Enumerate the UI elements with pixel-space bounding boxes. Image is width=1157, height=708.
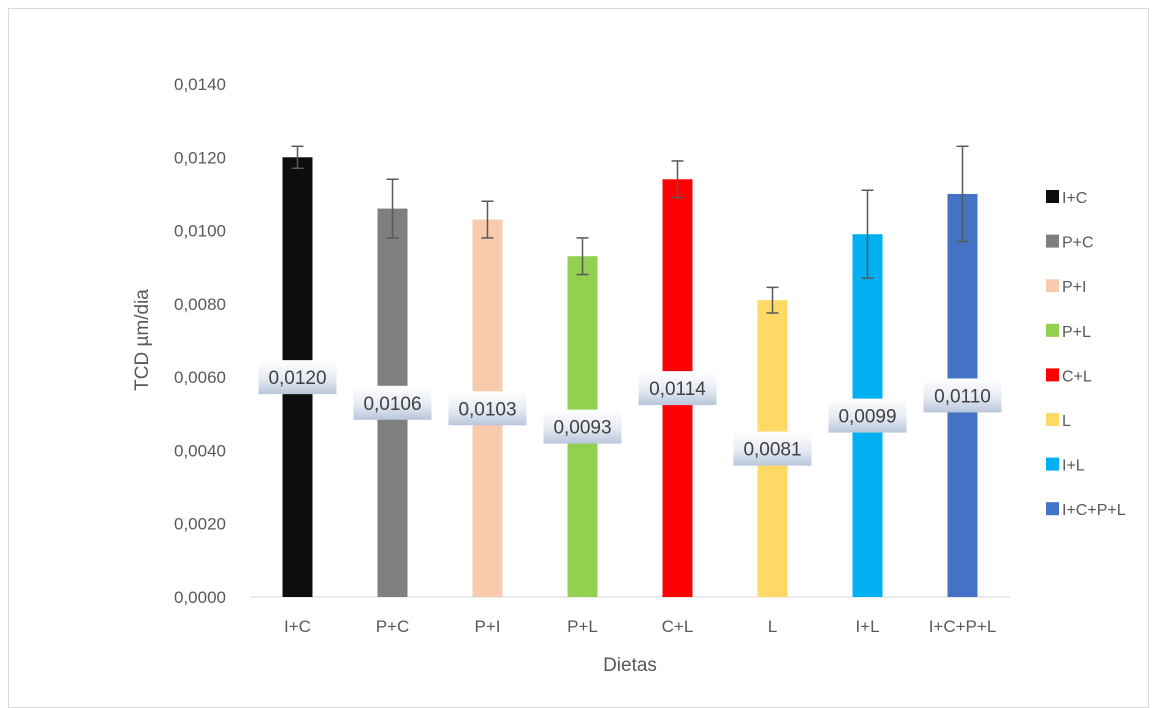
error-bar: [291, 145, 304, 170]
x-tick-label: L: [768, 617, 777, 636]
y-tick-label: 0,0060: [174, 368, 226, 387]
error-bar: [861, 189, 874, 279]
data-label-box: [733, 431, 812, 466]
legend-item: I+C+P+L: [1046, 502, 1126, 519]
x-axis: I+C P+C P+I P+L C+L L I+L I+C+P+L: [250, 596, 1010, 636]
x-tick-label: P+I: [475, 617, 501, 636]
legend-label: P+L: [1062, 324, 1091, 341]
data-labels: 0,0120 0,0106 0,0103 0,0093 0,0114 0,0081 0,00…: [258, 360, 1002, 466]
legend-swatch: [1046, 502, 1059, 516]
legend-label: P+C: [1062, 235, 1094, 252]
data-label-text: 0,0120: [268, 368, 326, 389]
bar-chart: 0,0000 0,0020 0,0040 0,0060 0,0080 0,0100 0,01…: [132, 75, 1126, 676]
y-tick-label: 0,0040: [174, 441, 226, 460]
legend-label: P+I: [1062, 279, 1086, 296]
error-bar: [956, 145, 969, 243]
y-tick-label: 0,0020: [174, 515, 226, 534]
legend-label: I+C+P+L: [1062, 502, 1126, 519]
legend-item: P+L: [1046, 323, 1091, 341]
legend-item: I+L: [1046, 457, 1085, 475]
x-tick-label: I+L: [855, 617, 879, 636]
legend: I+C P+C P+I P+L C+L L I+L I+C+P+L: [1046, 190, 1126, 519]
data-label-box: [448, 391, 527, 426]
data-label-text: 0,0114: [649, 379, 706, 400]
data-label-text: 0,0103: [458, 399, 516, 420]
x-tick-label: C+L: [662, 617, 694, 636]
data-label-text: 0,0106: [363, 394, 421, 415]
bars: [282, 145, 978, 598]
legend-label: I+L: [1062, 458, 1085, 475]
data-label: 0,0110: [923, 378, 1002, 413]
x-tick-label: I+C: [284, 617, 311, 636]
data-label-text: 0,0081: [743, 440, 801, 461]
legend-swatch: [1046, 457, 1059, 471]
error-bar: [671, 160, 684, 199]
data-label: 0,0081: [733, 431, 812, 466]
data-label-box: [828, 398, 907, 433]
y-tick-label: 0,0080: [174, 295, 226, 314]
data-label: 0,0099: [828, 398, 907, 433]
y-axis-title: TCD µm/dia: [132, 289, 153, 391]
data-label: 0,0093: [543, 409, 622, 444]
data-label: 0,0120: [258, 360, 337, 395]
legend-swatch: [1046, 368, 1059, 382]
legend-label: I+C: [1062, 190, 1087, 207]
legend-swatch: [1046, 234, 1059, 248]
x-axis-title: Dietas: [603, 655, 657, 676]
legend-label: L: [1062, 413, 1071, 430]
data-label: 0,0114: [638, 371, 717, 406]
data-label-box: [353, 385, 432, 420]
x-tick-label: P+C: [376, 617, 410, 636]
data-label-box: [258, 360, 337, 395]
legend-item: P+C: [1046, 234, 1094, 252]
data-label: 0,0106: [353, 385, 432, 420]
y-tick-label: 0,0140: [174, 75, 226, 94]
error-bar: [481, 200, 494, 239]
y-axis: 0,0000 0,0020 0,0040 0,0060 0,0080 0,0100 0,01…: [174, 75, 226, 607]
data-label-text: 0,0110: [934, 386, 991, 407]
legend-item: P+I: [1046, 279, 1086, 296]
legend-item: I+C: [1046, 190, 1087, 207]
data-label-text: 0,0099: [838, 407, 896, 428]
legend-item: C+L: [1046, 368, 1092, 385]
y-tick-label: 0,0100: [174, 222, 226, 241]
legend-swatch: [1046, 190, 1059, 203]
data-label-box: [923, 378, 1002, 413]
legend-label: C+L: [1062, 368, 1092, 385]
y-tick-label: 0,0000: [174, 588, 226, 607]
x-tick-label: P+L: [567, 617, 598, 636]
y-tick-label: 0,0120: [174, 148, 226, 167]
legend-swatch: [1046, 323, 1059, 337]
x-tick-label: I+C+P+L: [929, 617, 997, 636]
data-label-text: 0,0093: [553, 418, 611, 439]
legend-item: L: [1046, 413, 1071, 430]
data-label-box: [543, 409, 622, 444]
error-bar: [386, 178, 399, 239]
data-label-box: [638, 371, 717, 406]
error-bar: [576, 237, 589, 276]
legend-swatch: [1046, 279, 1059, 293]
legend-swatch: [1046, 413, 1059, 426]
error-bar: [766, 286, 779, 314]
data-label: 0,0103: [448, 391, 527, 426]
